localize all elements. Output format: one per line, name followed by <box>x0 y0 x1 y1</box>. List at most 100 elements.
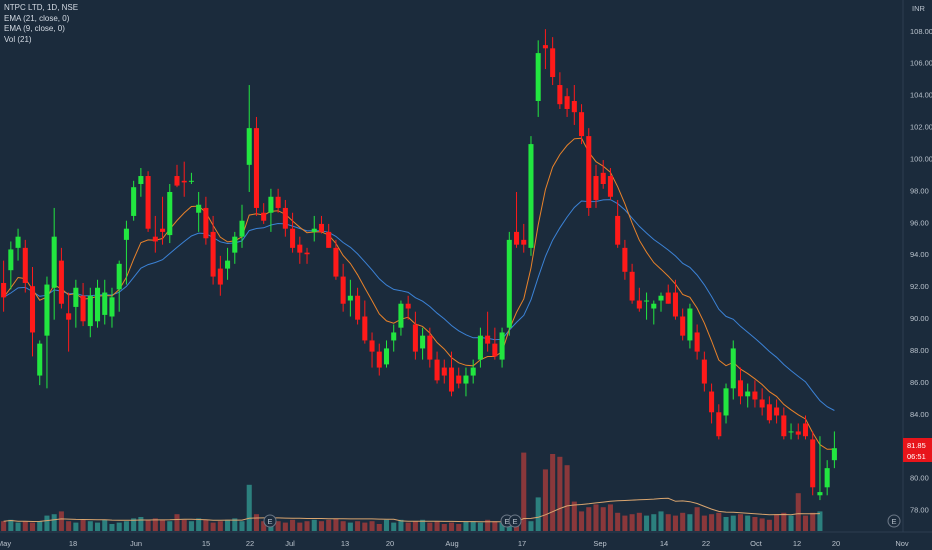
candle <box>499 327 505 368</box>
candle-body <box>542 45 548 49</box>
volume-bar <box>535 497 541 531</box>
volume-bar <box>759 518 765 531</box>
candle-body <box>51 236 57 288</box>
ema21-legend[interactable]: EMA (21, close, 0) <box>4 13 70 23</box>
candle-body <box>607 176 613 197</box>
symbol-title[interactable]: NTPC LTD, 1D, NSE <box>4 3 79 12</box>
candle-body <box>167 191 173 236</box>
volume-bar <box>586 507 592 531</box>
candle <box>109 287 115 328</box>
candle-body <box>391 332 397 341</box>
volume-bar <box>145 519 151 531</box>
candle-body <box>326 231 332 248</box>
time-axis[interactable]: May 18 Jun 15 22 Jul 13 20 Aug 17 Sep 14 22 Oct 12 20 No… <box>0 539 909 548</box>
time-tick-label: 14 <box>660 539 668 548</box>
volume-bar <box>355 521 361 531</box>
candle <box>196 191 202 232</box>
volume-bar <box>405 522 411 531</box>
volume-bar <box>333 518 339 531</box>
candle-body <box>499 332 505 360</box>
price-tick-label: 104.00 <box>910 91 932 100</box>
candle-body <box>485 335 491 344</box>
volume-bar <box>22 521 28 531</box>
volume-bar <box>261 521 267 531</box>
candle <box>131 180 137 221</box>
candle-body <box>709 391 715 413</box>
ema9-legend[interactable]: EMA (9, close, 0) <box>4 24 65 33</box>
candle-body <box>8 249 14 271</box>
candle <box>802 415 809 440</box>
candle <box>304 247 310 264</box>
volume-bar <box>542 469 548 531</box>
candle <box>398 300 404 336</box>
candle-body <box>629 271 635 301</box>
candle-body <box>362 316 368 341</box>
candle-body <box>188 180 194 182</box>
candle-body <box>586 136 592 208</box>
volume-bar <box>318 521 325 531</box>
price-tick-label: 98.00 <box>910 186 929 195</box>
candle <box>225 247 231 280</box>
candle-body <box>261 212 267 221</box>
volume-bar <box>210 522 216 531</box>
candle <box>152 215 158 253</box>
candle <box>369 332 375 368</box>
candle <box>492 327 498 360</box>
candle-body <box>680 316 686 336</box>
volume-bar <box>94 522 101 531</box>
candle <box>557 72 563 109</box>
candle-body <box>824 468 830 488</box>
candle-body <box>716 412 722 437</box>
candle <box>232 231 238 264</box>
price-tick-label: 86.00 <box>910 378 929 387</box>
candle <box>261 203 267 224</box>
candle-body <box>318 223 325 232</box>
price-tick-label: 78.00 <box>910 506 929 515</box>
volume-bar <box>196 518 202 531</box>
volume-bar <box>152 518 158 531</box>
candle <box>51 207 57 320</box>
candle-body <box>802 423 809 437</box>
candle-body <box>73 287 79 307</box>
volume-bar <box>253 514 259 531</box>
candlesticks <box>1 29 837 501</box>
candle <box>376 343 382 376</box>
candle-body <box>340 276 346 304</box>
candle-body <box>774 407 780 416</box>
volume-bar <box>622 515 628 531</box>
candle <box>723 383 729 424</box>
volume-bar <box>672 515 678 531</box>
candle-body <box>210 231 216 277</box>
candle <box>297 236 303 264</box>
candle <box>600 160 606 189</box>
candle <box>282 199 288 237</box>
time-tick-label: 17 <box>518 539 526 548</box>
candle <box>427 327 433 368</box>
volume-bar <box>456 524 462 531</box>
candle <box>44 276 50 389</box>
candle-body <box>398 303 404 328</box>
volume-bar <box>239 521 245 531</box>
candle <box>246 85 252 192</box>
candle <box>188 172 194 184</box>
candle-body <box>152 236 158 242</box>
time-tick-label: 22 <box>246 539 254 548</box>
volume-bar <box>470 521 476 531</box>
candle <box>333 239 339 280</box>
candle <box>138 168 144 197</box>
volume-bar <box>37 521 43 531</box>
volume-legend[interactable]: Vol (21) <box>4 34 32 44</box>
time-tick-label: Sep <box>593 539 606 548</box>
volume-bar <box>795 493 801 531</box>
volume-bar <box>665 514 671 531</box>
candle-body <box>253 128 259 208</box>
price-tick-label: 102.00 <box>910 123 932 132</box>
time-tick-label: 20 <box>386 539 394 548</box>
volume-bars <box>1 452 823 531</box>
time-tick-label: 22 <box>702 539 710 548</box>
candle-body <box>333 247 339 277</box>
candle <box>672 279 678 320</box>
volume-bar <box>774 514 780 531</box>
volume-bar <box>167 521 173 531</box>
